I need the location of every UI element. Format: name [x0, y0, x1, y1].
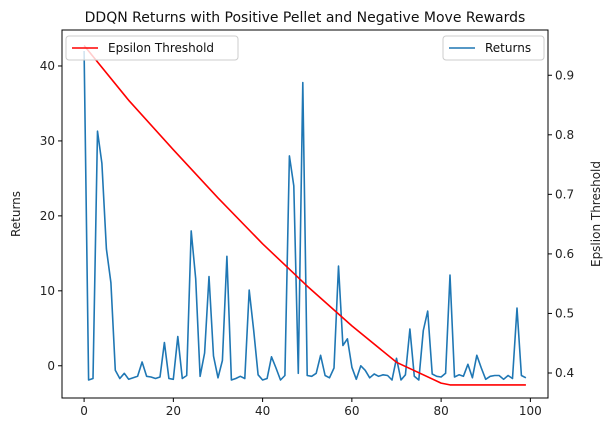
y-axis-left-title: Returns	[9, 191, 23, 237]
plot-area	[61, 29, 549, 399]
series-epsilon-line	[83, 44, 526, 386]
x-axis: 0 20 40 60 80 100	[80, 398, 542, 418]
x-tick-label: 80	[433, 404, 448, 418]
y-left-tick-label: 20	[40, 209, 55, 223]
legend-epsilon-label: Epsilon Threshold	[108, 41, 214, 55]
legend-returns-label: Returns	[485, 41, 531, 55]
y-left-tick-label: 0	[47, 359, 55, 373]
legend-returns-box	[442, 35, 545, 61]
x-tick-label: 0	[80, 404, 88, 418]
x-tick-label: 40	[255, 404, 270, 418]
series-returns-line	[83, 50, 527, 381]
y-right-tick-label: 0.6	[555, 247, 574, 261]
series-layer	[83, 44, 527, 386]
x-tick-label: 100	[519, 404, 542, 418]
y-left-tick-label: 30	[40, 134, 55, 148]
y-right-tick-label: 0.4	[555, 366, 574, 380]
legend-epsilon: Epsilon Threshold	[65, 35, 239, 61]
y-right-tick-label: 0.7	[555, 187, 574, 201]
y-left-tick-label: 40	[40, 59, 55, 73]
y-axis-right-title: Epslion Threshold	[589, 161, 603, 267]
x-tick-label: 20	[166, 404, 181, 418]
legend-epsilon-box	[65, 35, 239, 61]
plot-frame	[61, 29, 549, 399]
legend-returns: Returns	[442, 35, 545, 61]
y-right-tick-label: 0.8	[555, 128, 574, 142]
y-axis-left: 0 10 20 30 40	[40, 59, 62, 373]
x-tick-label: 60	[344, 404, 359, 418]
y-right-tick-label: 0.9	[555, 68, 574, 82]
y-right-tick-label: 0.5	[555, 306, 574, 320]
chart-title: DDQN Returns with Positive Pellet and Ne…	[85, 10, 526, 26]
y-left-tick-label: 10	[40, 284, 55, 298]
y-axis-right: 0.4 0.5 0.6 0.7 0.8 0.9	[548, 68, 574, 380]
